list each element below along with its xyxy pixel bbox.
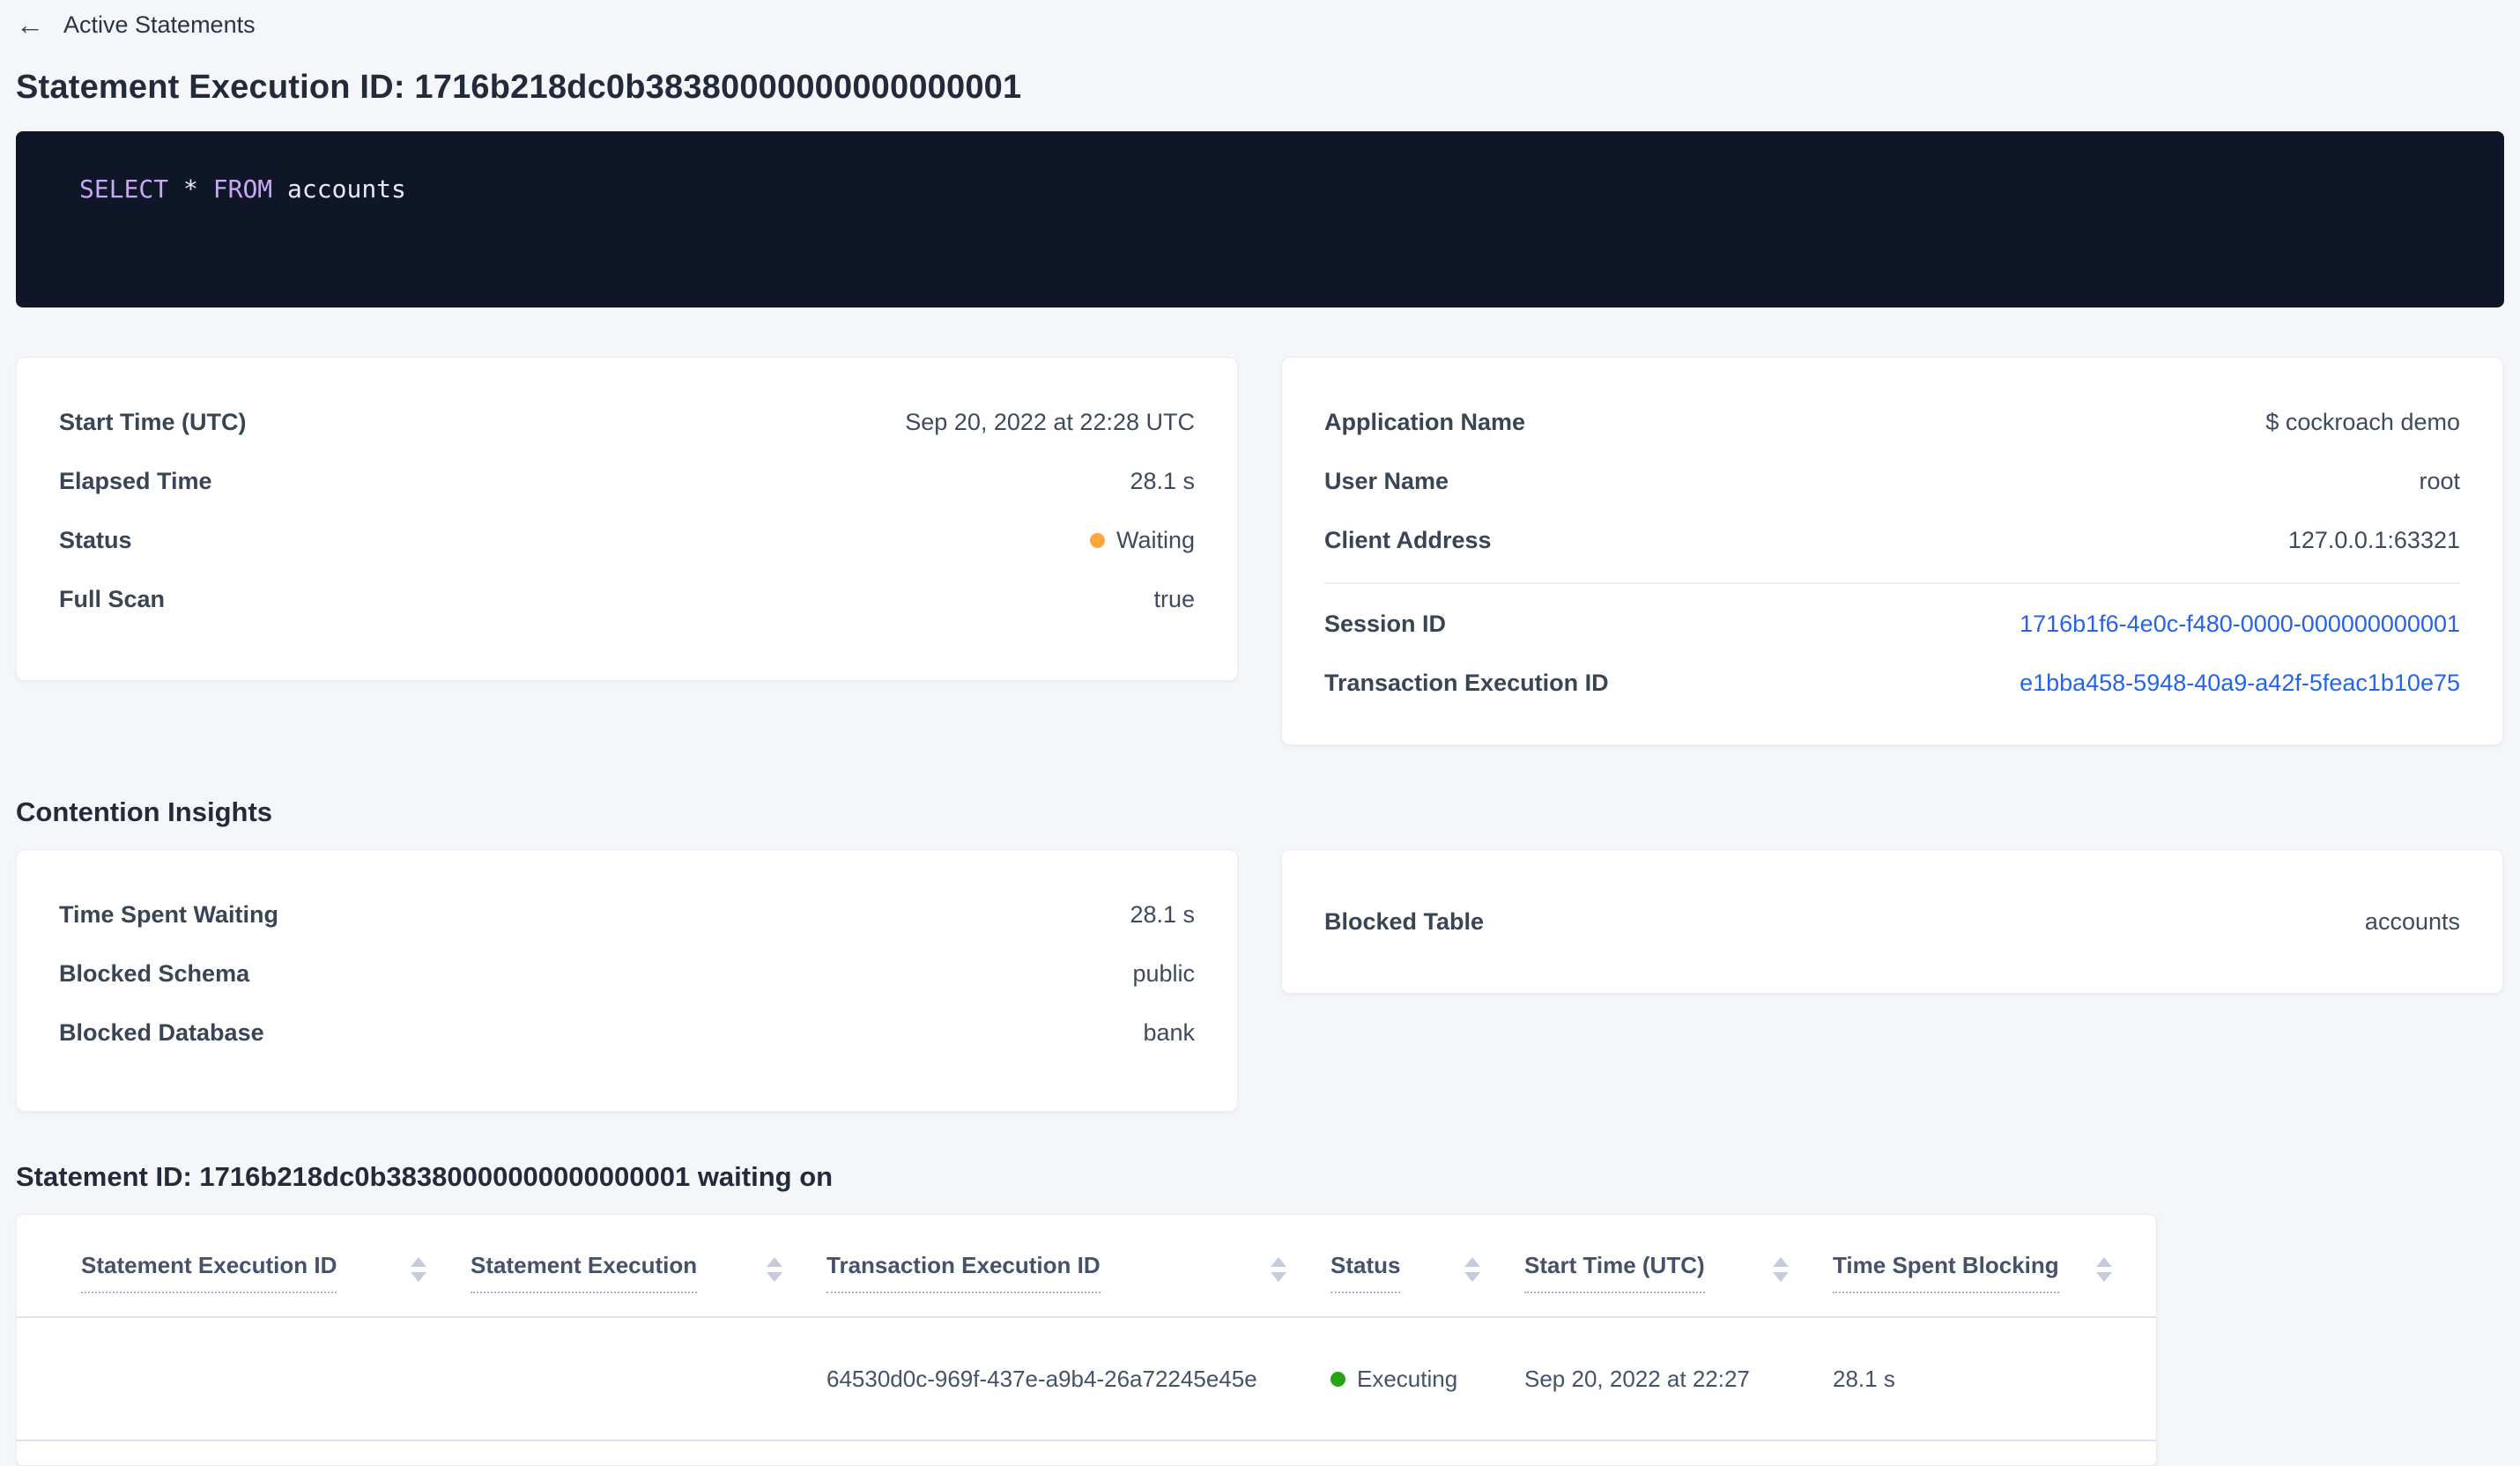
- cell-status-value: Executing: [1357, 1365, 1458, 1392]
- column-header-label[interactable]: Transaction Execution ID: [826, 1252, 1101, 1293]
- column-header-label[interactable]: Status: [1330, 1252, 1401, 1293]
- blocked-database-row: Blocked Database bank: [59, 1003, 1195, 1062]
- sql-keyword-from: FROM: [212, 174, 273, 204]
- page-title: Statement Execution ID: 1716b218dc0b3838…: [16, 69, 1022, 106]
- status-row: Status Waiting: [59, 511, 1195, 570]
- sort-icon[interactable]: [1773, 1257, 1789, 1282]
- column-header-label[interactable]: Statement Execution: [471, 1252, 698, 1293]
- card-divider: [1324, 582, 2460, 584]
- transaction-execution-id-row: Transaction Execution ID e1bba458-5948-4…: [1324, 654, 2460, 713]
- blocked-table-row: Blocked Table accounts: [1324, 892, 2460, 951]
- sort-icon[interactable]: [2096, 1257, 2112, 1282]
- status-value: Waiting: [1115, 527, 1195, 553]
- status-badge: Waiting: [1089, 527, 1195, 554]
- blocked-table-value: accounts: [2364, 907, 2460, 935]
- start-time-value: Sep 20, 2022 at 22:28 UTC: [905, 409, 1195, 435]
- transaction-execution-id-link[interactable]: e1bba458-5948-40a9-a42f-5feac1b10e75: [2020, 670, 2460, 696]
- column-header-start-time: Start Time (UTC): [1524, 1252, 1833, 1293]
- blocked-schema-value: public: [1132, 960, 1195, 987]
- cell-status: Executing: [1330, 1366, 1524, 1393]
- sql-statement-box: SELECT * FROM accounts: [16, 131, 2504, 307]
- summary-cards-row: Start Time (UTC) Sep 20, 2022 at 22:28 U…: [16, 357, 2504, 745]
- cell-start-time: Sep 20, 2022 at 22:27: [1524, 1365, 1750, 1392]
- blocked-database-value: bank: [1143, 1019, 1195, 1046]
- cell-transaction-execution-id: 64530d0c-969f-437e-a9b4-26a72245e45e: [826, 1365, 1257, 1392]
- sql-table-name: accounts: [287, 174, 406, 204]
- contention-cards-row: Time Spent Waiting 28.1 s Blocked Schema…: [16, 849, 2504, 1112]
- sort-icon[interactable]: [767, 1257, 782, 1282]
- full-scan-value: true: [1153, 586, 1195, 612]
- column-header-time-spent-blocking: Time Spent Blocking: [1833, 1252, 2156, 1293]
- status-label: Status: [59, 527, 132, 553]
- application-name-label: Application Name: [1324, 409, 1526, 435]
- column-header-transaction-execution-id: Transaction Execution ID: [826, 1252, 1330, 1293]
- blocked-schema-label: Blocked Schema: [59, 960, 250, 987]
- time-spent-waiting-label: Time Spent Waiting: [59, 901, 279, 928]
- application-name-row: Application Name $ cockroach demo: [1324, 393, 2460, 452]
- elapsed-time-label: Elapsed Time: [59, 468, 212, 494]
- waiting-on-table: Statement Execution ID Statement Executi…: [16, 1214, 2157, 1466]
- session-id-label: Session ID: [1324, 611, 1447, 637]
- user-name-row: User Name root: [1324, 452, 2460, 511]
- sort-icon[interactable]: [1464, 1257, 1480, 1282]
- cell-time-spent-blocking: 28.1 s: [1833, 1365, 1895, 1392]
- start-time-label: Start Time (UTC): [59, 409, 247, 435]
- client-address-label: Client Address: [1324, 527, 1492, 553]
- column-header-label[interactable]: Time Spent Blocking: [1833, 1252, 2059, 1293]
- column-header-status: Status: [1330, 1252, 1524, 1293]
- sort-icon[interactable]: [411, 1257, 426, 1282]
- start-time-row: Start Time (UTC) Sep 20, 2022 at 22:28 U…: [59, 393, 1195, 452]
- full-scan-label: Full Scan: [59, 586, 166, 612]
- blocked-table-label: Blocked Table: [1324, 907, 1485, 935]
- back-to-active-statements-link[interactable]: ← Active Statements: [16, 5, 256, 44]
- contention-insights-heading: Contention Insights: [16, 796, 273, 827]
- time-spent-waiting-value: 28.1 s: [1130, 901, 1195, 928]
- session-card: Application Name $ cockroach demo User N…: [1281, 357, 2503, 745]
- table-header-row: Statement Execution ID Statement Executi…: [17, 1215, 2156, 1318]
- elapsed-time-value: 28.1 s: [1130, 468, 1195, 494]
- blocked-schema-row: Blocked Schema public: [59, 944, 1195, 1003]
- column-header-label[interactable]: Statement Execution ID: [81, 1252, 337, 1293]
- time-spent-waiting-row: Time Spent Waiting 28.1 s: [59, 885, 1195, 944]
- executing-status-dot-icon: [1330, 1371, 1345, 1387]
- arrow-left-icon: ←: [16, 9, 44, 41]
- overview-card: Start Time (UTC) Sep 20, 2022 at 22:28 U…: [16, 357, 1238, 681]
- back-link-label: Active Statements: [63, 11, 256, 38]
- client-address-row: Client Address 127.0.0.1:63321: [1324, 511, 2460, 570]
- transaction-execution-id-label: Transaction Execution ID: [1324, 670, 1609, 696]
- sql-keyword-select: SELECT: [79, 174, 169, 204]
- blocked-database-label: Blocked Database: [59, 1019, 264, 1046]
- blocked-table-card: Blocked Table accounts: [1281, 849, 2503, 994]
- waiting-on-heading: Statement ID: 1716b218dc0b38380000000000…: [16, 1161, 834, 1192]
- column-header-statement-execution-id: Statement Execution ID: [81, 1252, 471, 1293]
- session-id-row: Session ID 1716b1f6-4e0c-f480-0000-00000…: [1324, 595, 2460, 654]
- contention-card: Time Spent Waiting 28.1 s Blocked Schema…: [16, 849, 1238, 1112]
- elapsed-time-row: Elapsed Time 28.1 s: [59, 452, 1195, 511]
- table-row: 64530d0c-969f-437e-a9b4-26a72245e45e Exe…: [17, 1318, 2156, 1441]
- full-scan-row: Full Scan true: [59, 570, 1195, 629]
- column-header-statement-execution: Statement Execution: [471, 1252, 826, 1293]
- session-id-link[interactable]: 1716b1f6-4e0c-f480-0000-000000000001: [2020, 611, 2460, 637]
- sort-icon[interactable]: [1271, 1257, 1286, 1282]
- application-name-value: $ cockroach demo: [2265, 409, 2460, 435]
- user-name-label: User Name: [1324, 468, 1449, 494]
- sql-star: *: [183, 174, 198, 204]
- waiting-status-dot-icon: [1089, 533, 1105, 548]
- column-header-label[interactable]: Start Time (UTC): [1524, 1252, 1705, 1293]
- user-name-value: root: [2419, 468, 2460, 494]
- client-address-value: 127.0.0.1:63321: [2287, 527, 2460, 553]
